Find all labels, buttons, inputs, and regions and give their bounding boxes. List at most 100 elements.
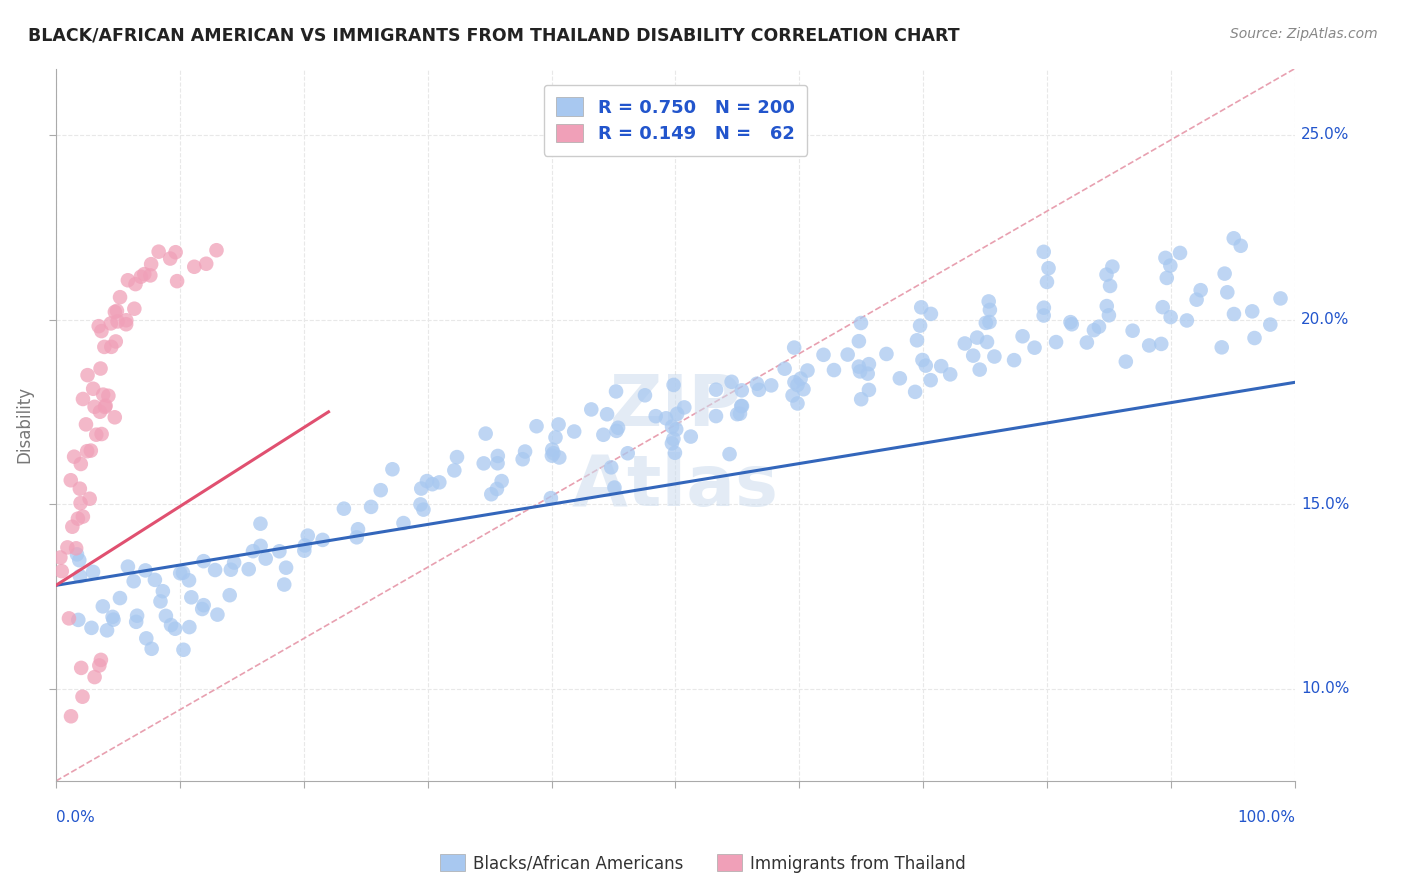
Point <box>117 559 139 574</box>
Point <box>143 573 166 587</box>
Point <box>1011 329 1033 343</box>
Point <box>1189 283 1212 297</box>
Point <box>141 257 163 271</box>
Point <box>127 608 149 623</box>
Point <box>193 554 215 568</box>
Point <box>93 340 115 354</box>
Point <box>662 432 685 446</box>
Point <box>977 294 1000 309</box>
Point <box>720 375 742 389</box>
Point <box>60 519 83 533</box>
Point <box>135 632 157 646</box>
Point <box>976 334 998 349</box>
Point <box>789 372 811 386</box>
Point <box>513 444 536 458</box>
Point <box>920 373 942 387</box>
Point <box>100 340 122 354</box>
Point <box>91 387 114 401</box>
Point <box>1101 260 1123 274</box>
Point <box>219 563 242 577</box>
Point <box>856 367 879 381</box>
Point <box>837 348 859 362</box>
Legend: R = 0.750   N = 200, R = 0.149   N =   62: R = 0.750 N = 200, R = 0.149 N = 62 <box>544 85 807 156</box>
Point <box>87 319 110 334</box>
Point <box>974 316 997 330</box>
Text: Source: ZipAtlas.com: Source: ZipAtlas.com <box>1230 27 1378 41</box>
Point <box>72 392 94 406</box>
Point <box>1258 318 1281 332</box>
Point <box>91 599 114 614</box>
Point <box>966 330 988 344</box>
Point <box>673 401 696 415</box>
Point <box>177 574 200 588</box>
Point <box>56 541 79 555</box>
Point <box>360 500 382 514</box>
Point <box>665 422 688 436</box>
Point <box>661 436 683 450</box>
Point <box>540 491 562 505</box>
Point <box>1095 268 1118 282</box>
Point <box>180 591 202 605</box>
Point <box>1045 335 1067 350</box>
Point <box>90 361 112 376</box>
Point <box>59 473 82 487</box>
Point <box>69 457 91 471</box>
Point <box>1270 292 1292 306</box>
Point <box>786 378 808 392</box>
Point <box>104 334 127 349</box>
Point <box>75 417 97 432</box>
Point <box>117 273 139 287</box>
Point <box>134 563 156 577</box>
Point <box>82 382 104 396</box>
Point <box>1223 307 1246 321</box>
Point <box>70 661 93 675</box>
Point <box>83 400 105 414</box>
Point <box>1115 354 1137 368</box>
Point <box>420 477 443 491</box>
Point <box>58 611 80 625</box>
Point <box>858 383 880 397</box>
Text: 25.0%: 25.0% <box>1301 128 1350 143</box>
Point <box>1154 251 1177 265</box>
Point <box>596 407 619 421</box>
Point <box>65 541 87 556</box>
Point <box>76 368 98 383</box>
Point <box>101 610 124 624</box>
Point <box>731 399 754 413</box>
Point <box>607 421 630 435</box>
Text: 15.0%: 15.0% <box>1301 497 1350 512</box>
Point <box>124 277 146 292</box>
Point <box>1032 244 1054 259</box>
Point <box>104 410 127 425</box>
Point <box>544 430 567 444</box>
Point <box>69 569 91 583</box>
Text: ZIP
Atlas: ZIP Atlas <box>572 372 779 521</box>
Point <box>603 481 626 495</box>
Point <box>718 447 741 461</box>
Point <box>249 539 271 553</box>
Point <box>783 375 806 389</box>
Point <box>908 318 931 333</box>
Legend: Blacks/African Americans, Immigrants from Thailand: Blacks/African Americans, Immigrants fro… <box>433 847 973 880</box>
Point <box>60 709 83 723</box>
Point <box>63 450 86 464</box>
Point <box>183 260 205 274</box>
Point <box>849 316 872 330</box>
Point <box>848 359 870 374</box>
Point <box>1024 341 1046 355</box>
Point <box>605 384 627 399</box>
Point <box>1076 335 1098 350</box>
Point <box>94 400 117 414</box>
Point <box>107 314 129 328</box>
Point <box>446 450 468 464</box>
Point <box>1156 271 1178 285</box>
Point <box>486 449 509 463</box>
Point <box>90 653 112 667</box>
Point <box>89 658 111 673</box>
Text: 20.0%: 20.0% <box>1301 312 1350 327</box>
Point <box>89 405 111 419</box>
Point <box>412 502 434 516</box>
Point <box>474 426 496 441</box>
Point <box>725 407 748 421</box>
Point <box>242 544 264 558</box>
